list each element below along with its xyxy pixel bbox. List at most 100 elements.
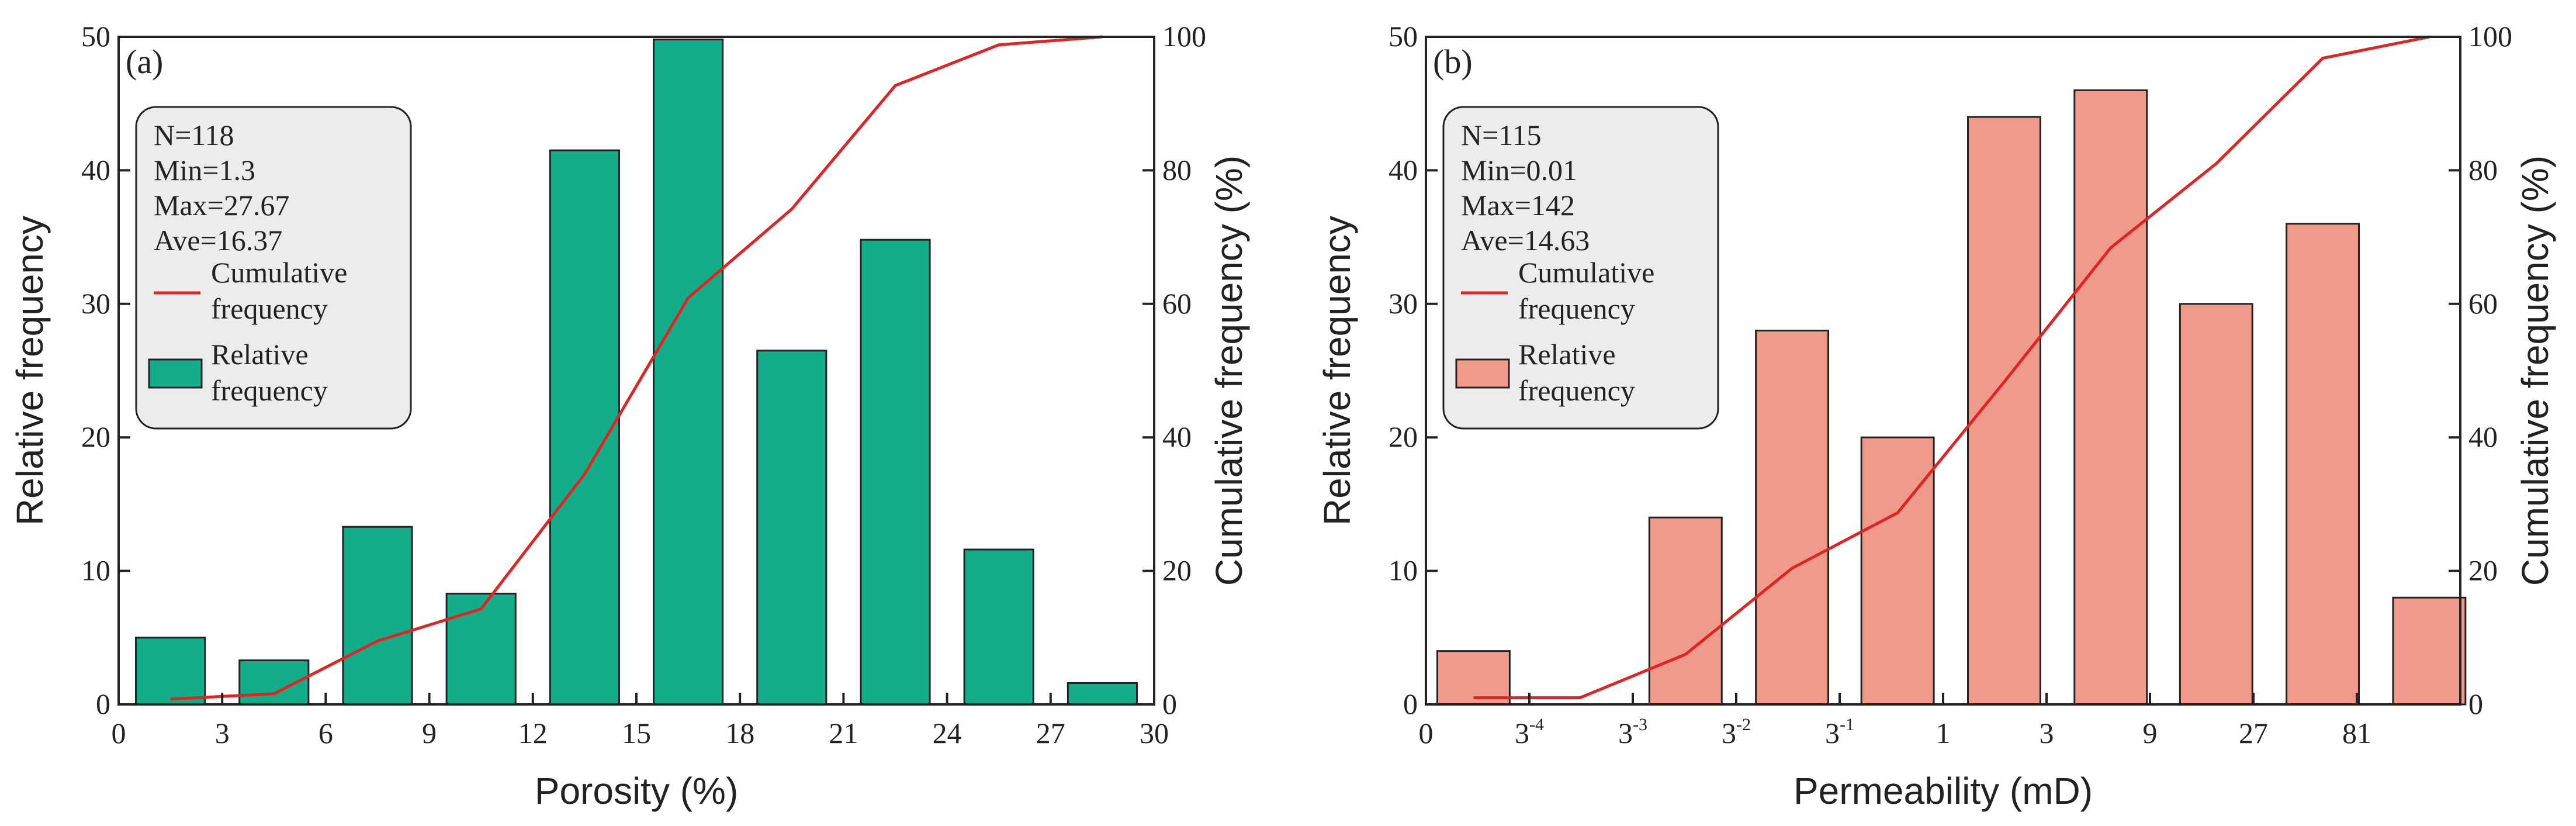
x-axis-tick-label: 12 [518, 717, 548, 749]
histogram-bar-1 [1436, 650, 1511, 706]
legend-background [135, 106, 412, 430]
x-axis-tick-label: 3-1 [1825, 715, 1854, 749]
x-tick-base: 3 [1515, 717, 1529, 749]
x-axis-title: Porosity (%) [535, 770, 739, 812]
y2-axis-tick-label: 40 [1162, 420, 1192, 453]
stat-text: N=115 [1461, 119, 1541, 151]
x-axis-tick-label: 3-2 [1722, 715, 1751, 749]
y2-axis-tick-label: 100 [1162, 20, 1206, 53]
y-axis-tick-label: 40 [1389, 153, 1418, 186]
chart-panel-a: 0 10 20 30 40 50 0 20 40 60 80 100 0 3 6 9 12 15 18 21 24 27 3… [9, 20, 1250, 812]
x-axis-tick-label: 18 [725, 717, 754, 749]
histogram-bar-5 [549, 149, 620, 706]
y2-axis-tick-label: 20 [2468, 554, 2498, 587]
histogram-bar-3 [1755, 329, 1830, 706]
legend-background [1442, 106, 1719, 430]
y2-axis-tick-label: 20 [1162, 554, 1192, 587]
cumulative-frequency-line [170, 35, 1103, 701]
y-axis-tick-label: 0 [96, 687, 110, 720]
panel-label: (b) [1433, 43, 1473, 81]
stat-text: Min=1.3 [154, 154, 255, 186]
histogram-bar-7 [2179, 303, 2253, 706]
histogram-bar-3 [342, 526, 413, 706]
x-tick-exponent: -2 [1736, 715, 1751, 734]
y2-axis-tick-label: 0 [2468, 687, 2483, 720]
histogram-bar-9 [2392, 596, 2467, 706]
x-axis-tick-label: 1 [1936, 717, 1951, 749]
y-axis-tick-label: 10 [1389, 554, 1418, 587]
histogram-bar-1 [135, 637, 206, 706]
x-axis-tick-label: 3-3 [1618, 715, 1647, 749]
y-axis-tick-label: 10 [81, 554, 110, 587]
stat-text: Min=0.01 [1461, 154, 1577, 186]
histogram-bar-5 [1966, 116, 2041, 706]
x-tick-base: 1 [1936, 717, 1951, 749]
x-tick-base: 3 [2040, 717, 2054, 749]
legend-bar-label: Relative [211, 338, 309, 371]
stat-text: Ave=16.37 [154, 224, 282, 257]
histogram-bar-8 [2286, 223, 2360, 706]
x-tick-base: 27 [2239, 717, 2268, 749]
legend-box: N=118Min=1.3Max=27.67Ave=16.37Cumulative… [135, 106, 412, 430]
y-axis-tick-label: 30 [81, 287, 110, 320]
x-axis-tick-label: 27 [1036, 717, 1065, 749]
y-axis-tick-label: 20 [1389, 420, 1418, 453]
legend-bar-label: Relative [1518, 338, 1616, 371]
x-axis-tick-label: 3 [2040, 717, 2054, 749]
stat-text: Ave=14.63 [1461, 224, 1590, 257]
legend-bar-swatch [148, 358, 203, 389]
y2-axis-tick-label: 100 [2468, 20, 2512, 53]
y-axis-tick-label: 30 [1389, 287, 1418, 320]
x-tick-base: 3 [1825, 717, 1840, 749]
legend-box: N=115Min=0.01Max=142Ave=14.63Cumulativef… [1442, 106, 1719, 430]
x-axis-tick-label: 21 [829, 717, 858, 749]
x-axis-tick-label: 9 [2143, 717, 2158, 749]
y-axis-tick-label: 50 [1389, 20, 1418, 53]
histogram-bar-9 [963, 548, 1034, 706]
y-axis-tick-label: 50 [81, 20, 110, 53]
x-axis-tick-label: 30 [1140, 717, 1169, 749]
y2-axis-tick-label: 0 [1162, 687, 1177, 720]
y-axis-title: Relative frequency [1316, 216, 1358, 526]
y2-axis-tick-label: 60 [1162, 287, 1192, 320]
legend-bar-label: frequency [211, 374, 328, 407]
x-tick-base: 3 [1722, 717, 1736, 749]
x-tick-base: 0 [1419, 717, 1434, 749]
y2-axis-tick-label: 40 [2468, 420, 2498, 453]
y2-axis-tick-label: 80 [1162, 153, 1192, 186]
x-axis-title: Permeability (mD) [1793, 770, 2093, 812]
x-axis-tick-label: 0 [1419, 717, 1434, 749]
y2-axis-title: Cumulative frequency (%) [1208, 155, 1250, 586]
stat-text: Max=27.67 [154, 189, 289, 222]
legend-line-label: frequency [211, 292, 328, 325]
stat-text: N=118 [154, 119, 234, 151]
x-axis-tick-label: 27 [2239, 717, 2268, 749]
legend-bar-label: frequency [1518, 374, 1635, 407]
x-tick-base: 9 [2143, 717, 2158, 749]
legend-bar-swatch [1455, 358, 1510, 389]
x-axis-tick-label: 6 [318, 717, 333, 749]
stat-text: Max=142 [1461, 189, 1575, 222]
y2-axis-tick-label: 80 [2468, 153, 2498, 186]
histogram-bar-6 [2073, 89, 2148, 706]
x-tick-exponent: -3 [1633, 715, 1647, 734]
legend-line-label: Cumulative [211, 256, 347, 289]
x-tick-exponent: -1 [1840, 715, 1854, 734]
y-axis-tick-label: 20 [81, 420, 110, 453]
y-axis-tick-label: 40 [81, 153, 110, 186]
x-tick-base: 3 [1618, 717, 1633, 749]
histogram-bar-4 [1860, 436, 1935, 706]
legend-line-label: frequency [1518, 292, 1635, 325]
y-axis-title: Relative frequency [9, 216, 51, 526]
x-tick-base: 81 [2342, 717, 2371, 749]
x-axis-tick-label: 0 [112, 717, 126, 749]
histogram-bar-10 [1067, 682, 1138, 706]
cumulative-frequency-line [1473, 35, 2430, 700]
histogram-bar-6 [653, 39, 724, 706]
histogram-bar-2 [1648, 516, 1723, 706]
panel-label: (a) [126, 43, 163, 81]
x-axis-tick-label: 3 [215, 717, 230, 749]
histogram-bar-8 [860, 239, 931, 706]
